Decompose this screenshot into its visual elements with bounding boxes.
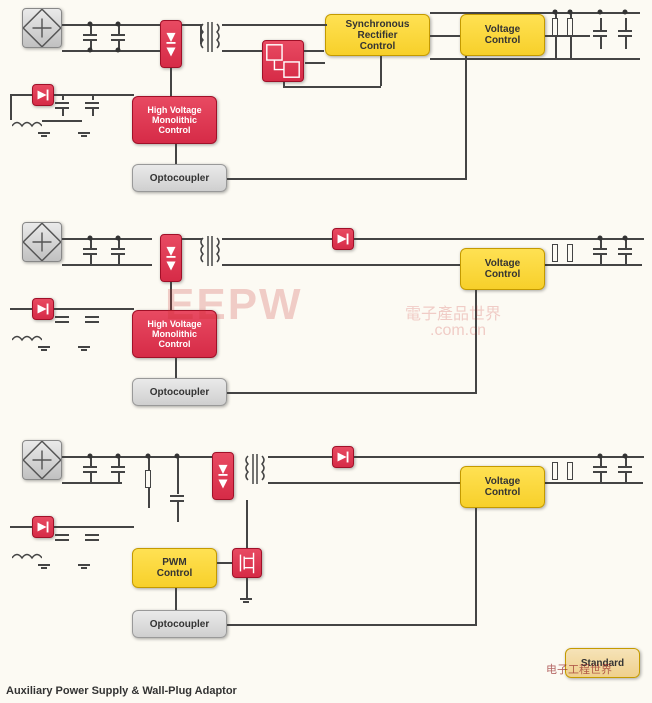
bridge-rectifier-icon — [22, 222, 62, 262]
sync-rectifier-control-block: Synchronous Rectifier Control — [325, 14, 430, 56]
watermark-text2: .com.cn — [430, 322, 486, 340]
pwm-control-block: PWM Control — [132, 548, 217, 588]
transformer-icon — [195, 234, 225, 274]
hv-monolithic-control-block-1: High Voltage Monolithic Control — [132, 96, 217, 144]
voltage-control-block-2: Voltage Control — [460, 248, 545, 290]
optocoupler-block-3: Optocoupler — [132, 610, 227, 638]
diode-icon — [332, 446, 354, 468]
diode-icon — [332, 228, 354, 250]
power-supply-diagram: Synchronous Rectifier Control Voltage Co… — [0, 0, 652, 703]
optocoupler-block-1: Optocoupler — [132, 164, 227, 192]
mosfet-icon — [232, 548, 262, 578]
diode-icon — [32, 298, 54, 320]
optocoupler-block-2: Optocoupler — [132, 378, 227, 406]
transformer-icon — [195, 20, 225, 60]
diode-icon — [32, 516, 54, 538]
hv-monolithic-control-block-2: High Voltage Monolithic Control — [132, 310, 217, 358]
voltage-control-block-3: Voltage Control — [460, 466, 545, 508]
watermark-text1: 電子產品世界 — [405, 300, 501, 324]
bridge-rectifier-icon — [22, 440, 62, 480]
watermark-footer: 电子工程世界 — [546, 661, 612, 677]
diode-icon — [212, 452, 234, 500]
diode-icon — [32, 84, 54, 106]
diode-icon — [160, 20, 182, 68]
inductor-icon — [12, 118, 42, 128]
mosfet-pair-icon — [262, 40, 304, 82]
diode-icon — [160, 234, 182, 282]
voltage-control-block-1: Voltage Control — [460, 14, 545, 56]
transformer-icon — [240, 452, 270, 492]
bridge-rectifier-icon — [22, 8, 62, 48]
diagram-title: Auxiliary Power Supply & Wall-Plug Adapt… — [6, 685, 237, 697]
